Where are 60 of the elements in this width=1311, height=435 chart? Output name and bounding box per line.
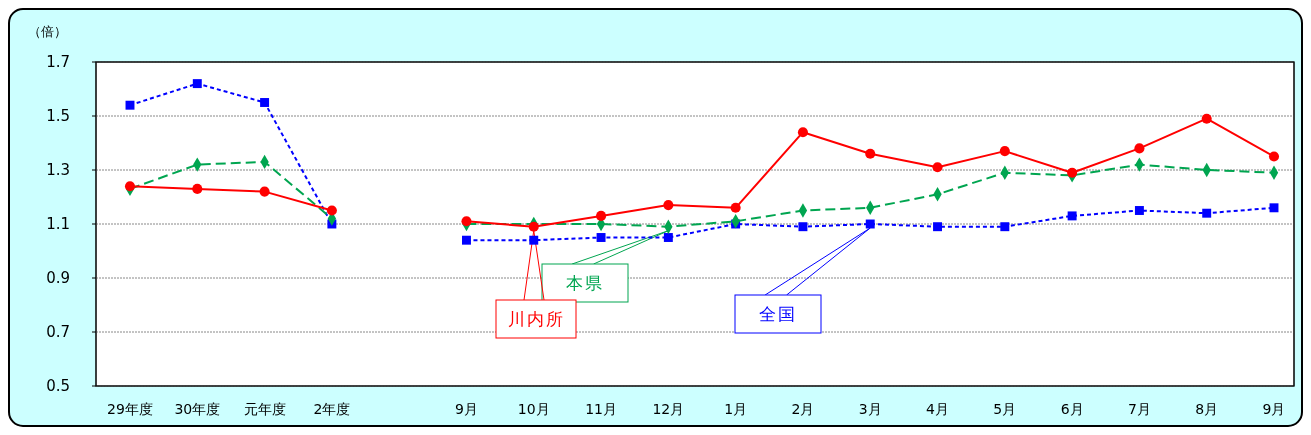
point: [125, 100, 135, 110]
point: [1269, 203, 1279, 213]
point: [865, 219, 875, 229]
point: [932, 162, 943, 173]
text: 本県: [566, 272, 604, 293]
point: [999, 146, 1010, 157]
point: [797, 127, 808, 138]
y-tick-label: 0.5: [46, 377, 70, 396]
point: [461, 216, 472, 227]
point: [529, 235, 539, 245]
x-tick-label: 29年度: [107, 401, 153, 417]
y-tick-label: 0.7: [46, 323, 70, 342]
point: [1201, 113, 1212, 124]
point: [462, 235, 471, 245]
point: [1134, 206, 1144, 215]
x-tick-label: 6月: [1060, 401, 1084, 417]
x-tick-label: 9月: [1262, 401, 1286, 417]
point: [124, 181, 136, 192]
y-tick-label: 1.1: [46, 215, 70, 234]
point: [1000, 222, 1010, 232]
text: 川内所: [507, 308, 565, 329]
point: [798, 222, 808, 232]
point: [663, 233, 673, 242]
x-tick-label: 7月: [1127, 401, 1151, 417]
x-tick-label: 2月: [791, 401, 815, 417]
x-tick-label: 3月: [858, 401, 882, 417]
point: [1268, 151, 1280, 162]
point: [192, 79, 202, 89]
point: [259, 186, 270, 197]
x-tick-label: 10月: [517, 401, 550, 417]
x-tick-label: 5月: [993, 401, 1017, 417]
y-tick-label: 1.7: [46, 53, 70, 72]
point: [663, 200, 674, 211]
y-axis-title: （倍）: [28, 24, 67, 39]
point: [1134, 143, 1145, 154]
point: [326, 205, 337, 216]
x-tick-label: 9月: [455, 401, 478, 417]
y-tick-label: 0.9: [46, 269, 70, 288]
x-tick-label: 11月: [585, 401, 617, 417]
x-tick-label: 1月: [724, 401, 748, 417]
point: [933, 222, 942, 232]
point: [865, 148, 876, 159]
x-tick-label: 2年度: [313, 401, 351, 417]
x-tick-label: 4月: [926, 401, 949, 417]
point: [1202, 208, 1212, 218]
point: [1067, 167, 1078, 178]
point: [528, 221, 539, 232]
x-tick-label: 12月: [652, 401, 685, 417]
point: [1067, 211, 1077, 221]
point: [596, 210, 607, 221]
x-tick-label: 8月: [1195, 401, 1219, 417]
x-tick-label: 元年度: [243, 401, 286, 417]
point: [192, 183, 203, 194]
point: [730, 202, 741, 213]
x-tick-label: 30年度: [174, 401, 221, 417]
y-tick-label: 1.5: [46, 107, 70, 126]
text: 全国: [759, 303, 797, 324]
point: [596, 233, 606, 242]
y-tick-label: 1.3: [46, 161, 70, 180]
point: [260, 98, 270, 107]
